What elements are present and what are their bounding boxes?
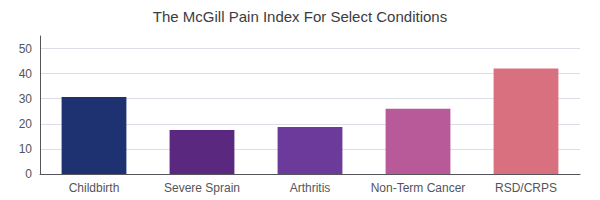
- svg-text:20: 20: [19, 117, 33, 131]
- svg-text:50: 50: [19, 42, 33, 56]
- svg-text:40: 40: [19, 67, 33, 81]
- svg-text:30: 30: [19, 92, 33, 106]
- svg-text:The McGill Pain Index For Sele: The McGill Pain Index For Select Conditi…: [153, 8, 447, 25]
- svg-text:RSD/CRPS: RSD/CRPS: [495, 181, 557, 195]
- svg-text:Childbirth: Childbirth: [69, 181, 120, 195]
- svg-text:10: 10: [19, 142, 33, 156]
- svg-text:Non-Term Cancer: Non-Term Cancer: [371, 181, 466, 195]
- svg-text:Severe Sprain: Severe Sprain: [164, 181, 240, 195]
- svg-text:0: 0: [25, 167, 32, 181]
- svg-text:Arthritis: Arthritis: [290, 181, 331, 195]
